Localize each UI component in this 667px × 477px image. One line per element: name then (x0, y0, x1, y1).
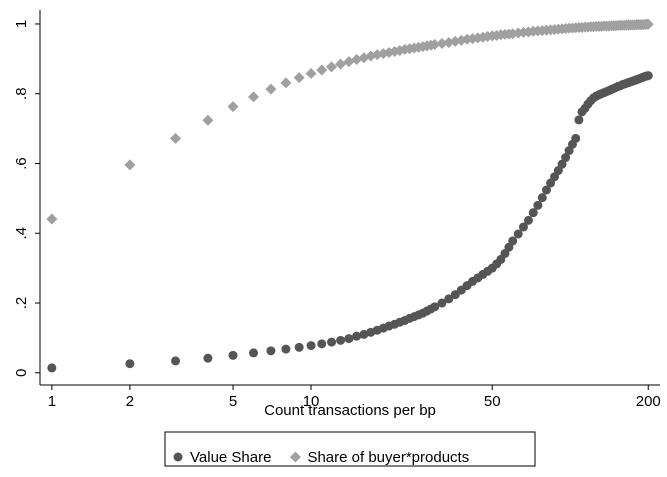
x-tick-label: 2 (126, 393, 134, 410)
point (265, 83, 277, 95)
y-tick-label: .6 (13, 157, 30, 170)
point (528, 208, 538, 218)
point (335, 58, 347, 70)
point (248, 91, 260, 103)
point (352, 331, 362, 341)
point (643, 71, 653, 81)
legend-label: Share of buyer*products (307, 449, 469, 466)
point (46, 213, 58, 225)
x-tick-label: 50 (484, 393, 501, 410)
point (429, 39, 441, 51)
point (359, 329, 369, 339)
legend-label: Value Share (190, 449, 271, 466)
point (513, 229, 523, 239)
point (306, 341, 316, 351)
point (557, 159, 567, 169)
y-tick-label: 0 (13, 369, 30, 377)
series (46, 18, 654, 225)
point (508, 236, 518, 246)
point (574, 115, 584, 125)
point (542, 185, 552, 195)
point (518, 222, 528, 232)
point (537, 193, 547, 203)
point (305, 67, 317, 79)
series (47, 71, 653, 373)
point (280, 77, 292, 89)
point (124, 159, 136, 171)
point (228, 350, 238, 360)
x-axis-label: Count transactions per bp (264, 402, 436, 419)
legend-box (164, 431, 536, 467)
legend: Value Share Share of buyer*products (164, 431, 536, 467)
point (293, 72, 305, 84)
point (170, 132, 182, 144)
point (351, 54, 363, 66)
x-tick-label: 1 (48, 393, 56, 410)
x-tick-label: 200 (636, 393, 661, 410)
point (203, 353, 213, 363)
point (294, 342, 304, 352)
point (171, 356, 181, 366)
point (47, 363, 57, 373)
point (266, 346, 276, 356)
point (561, 153, 571, 163)
point (227, 101, 239, 113)
point (249, 348, 259, 358)
point (125, 359, 135, 369)
x-tick-label: 5 (229, 393, 237, 410)
point (436, 37, 448, 49)
point (326, 61, 338, 73)
point (430, 302, 440, 312)
y-tick-label: 1 (13, 20, 30, 28)
point (523, 215, 533, 225)
x-tick-label: 10 (303, 393, 320, 410)
point (336, 335, 346, 345)
point (343, 56, 355, 68)
point (642, 18, 654, 30)
point (202, 114, 214, 126)
point (533, 200, 543, 210)
legend-marker (289, 451, 301, 463)
point (344, 334, 354, 344)
y-tick-label: .8 (13, 87, 30, 100)
y-tick-label: .2 (13, 297, 30, 310)
y-tick-label: .4 (13, 227, 30, 240)
point (571, 133, 581, 143)
point (444, 294, 454, 304)
point (317, 339, 327, 349)
point (437, 298, 447, 308)
legend-marker (173, 452, 183, 462)
point (327, 337, 337, 347)
point (316, 64, 328, 76)
point (281, 344, 291, 354)
point (507, 28, 519, 40)
